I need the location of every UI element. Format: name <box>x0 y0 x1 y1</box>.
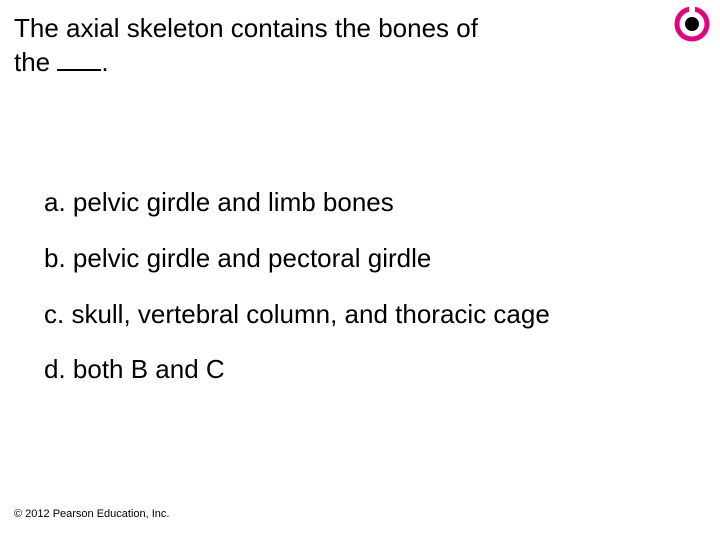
clicker-icon <box>674 6 710 42</box>
slide: The axial skeleton contains the bones of… <box>0 0 720 540</box>
question-line2-suffix: . <box>101 47 108 77</box>
option-c[interactable]: c. skull, vertebral column, and thoracic… <box>44 298 684 332</box>
blank-underline <box>57 45 101 71</box>
options-list: a. pelvic girdle and limb bones b. pelvi… <box>44 186 684 409</box>
option-d[interactable]: d. both B and C <box>44 353 684 387</box>
question-line2-prefix: the <box>14 47 57 77</box>
question-stem: The axial skeleton contains the bones of… <box>14 12 534 78</box>
question-line1: The axial skeleton contains the bones of <box>14 13 478 43</box>
option-a[interactable]: a. pelvic girdle and limb bones <box>44 186 684 220</box>
copyright-text: © 2012 Pearson Education, Inc. <box>14 508 169 520</box>
option-b[interactable]: b. pelvic girdle and pectoral girdle <box>44 242 684 276</box>
